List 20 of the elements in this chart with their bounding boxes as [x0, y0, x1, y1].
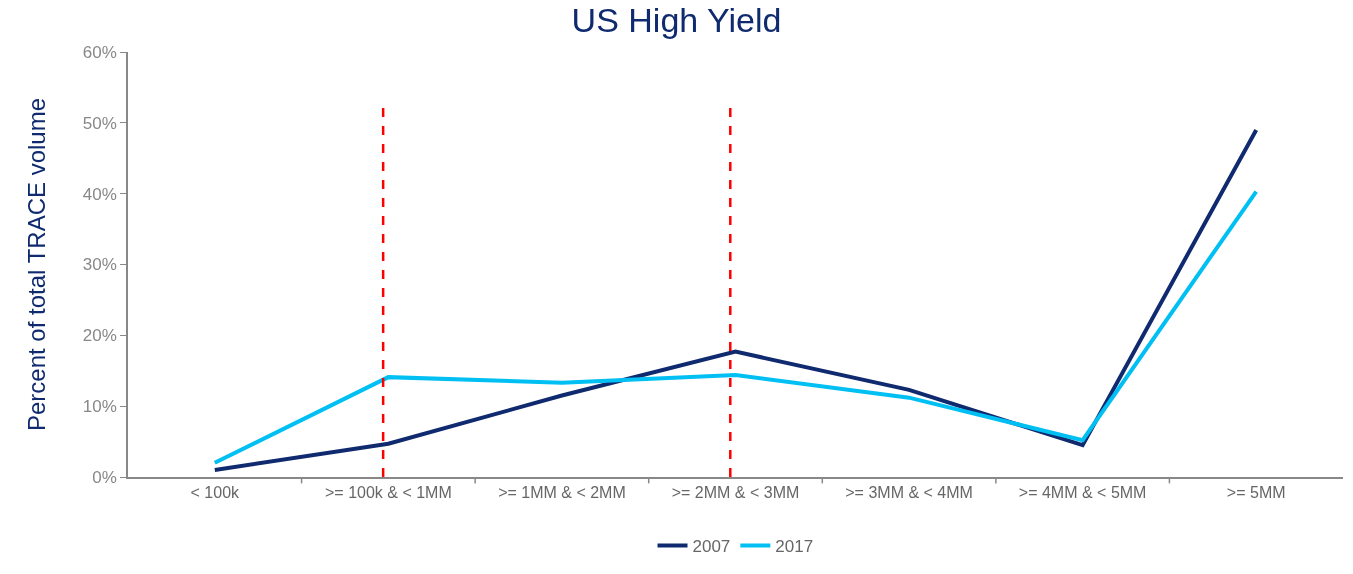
y-tick-label: 30% — [82, 255, 117, 275]
x-tick-label: >= 100k & < 1MM — [324, 483, 452, 501]
line-series — [212, 127, 1259, 472]
x-tick-label: >= 5MM — [1226, 483, 1286, 501]
y-tick-label: 60% — [82, 42, 117, 62]
x-tick-label: >= 4MM & < 5MM — [1018, 483, 1147, 501]
chart-title: US High Yield — [571, 1, 782, 40]
y-axis-title: Percent of total TRACE volume — [23, 97, 51, 432]
x-tick-label: < 100k — [190, 483, 241, 501]
y-tick-label: 0% — [92, 467, 117, 487]
x-tick-label: >= 1MM & < 2MM — [498, 483, 626, 501]
x-tick-label: >= 3MM & < 4MM — [845, 483, 973, 501]
y-tick-label: 20% — [82, 326, 117, 346]
legend-label: 2007 — [692, 537, 731, 557]
y-tick-label: 50% — [82, 113, 117, 133]
x-tick-label: >= 2MM & < 3MM — [671, 483, 800, 501]
line-series — [212, 189, 1259, 465]
legend-label: 2017 — [775, 537, 814, 557]
y-tick-label: 40% — [82, 184, 117, 204]
y-tick-label: 10% — [82, 397, 117, 417]
